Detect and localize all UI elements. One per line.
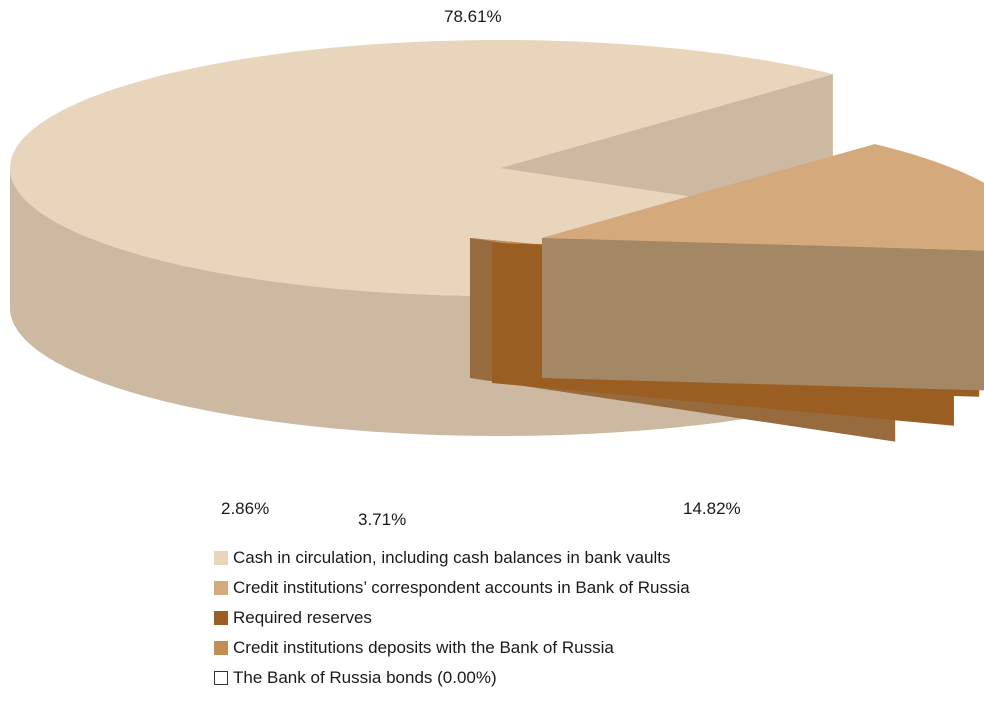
legend-swatch [214,641,228,655]
legend: Cash in circulation, including cash bala… [214,543,690,693]
slice-label-cash: 78.61% [444,7,502,26]
legend-label: The Bank of Russia bonds (0.00%) [233,668,497,687]
legend-swatch [214,551,228,565]
legend-label: Cash in circulation, including cash bala… [233,548,671,567]
legend-swatch [214,671,228,685]
legend-item-deposits: Credit institutions deposits with the Ba… [214,633,690,663]
legend-swatch [214,611,228,625]
slice-cut-correspondent-1 [542,238,984,391]
legend-item-required-reserves: Required reserves [214,603,690,633]
legend-label: Required reserves [233,608,372,627]
legend-item-correspondent: Credit institutions’ correspondent accou… [214,573,690,603]
slice-correspondent [542,144,984,251]
legend-item-bonds: The Bank of Russia bonds (0.00%) [214,663,690,693]
legend-swatch [214,581,228,595]
slice-label-correspondent: 14.82% [683,499,741,518]
legend-label: Credit institutions deposits with the Ba… [233,638,614,657]
slice-label-deposits: 2.86% [221,499,270,518]
legend-label: Credit institutions’ correspondent accou… [233,578,690,597]
legend-item-cash: Cash in circulation, including cash bala… [214,543,690,573]
slice-label-required-reserves: 3.71% [358,510,407,529]
